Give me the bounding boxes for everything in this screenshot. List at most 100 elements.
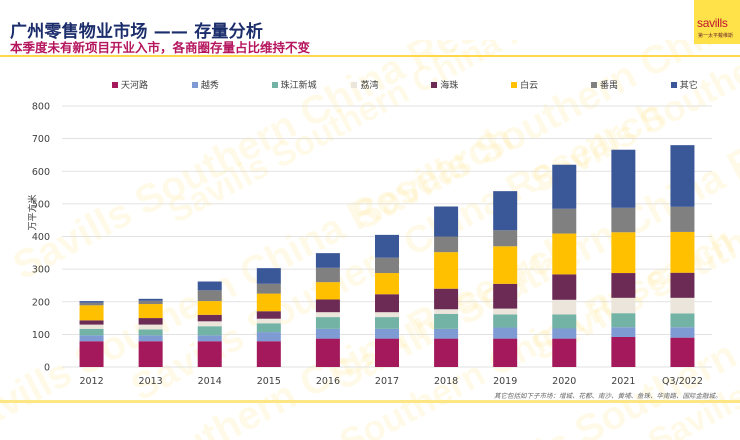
bar-segment [315, 299, 340, 313]
x-tick-label: 2015 [257, 376, 281, 387]
y-tick-label: 400 [32, 232, 50, 243]
x-tick-label: Q3/2022 [662, 376, 703, 387]
bar-segment [493, 230, 518, 247]
x-tick-label: 2012 [79, 376, 103, 387]
bar-segment [670, 337, 695, 367]
footnote: 其它包括如下子市场：增城、花都、南沙、黄埔、鱼珠、华南路、国际金融城。 [494, 392, 722, 400]
bar-segment [552, 274, 577, 300]
bar-segment [79, 301, 104, 303]
bar-segment [375, 328, 399, 339]
legend-swatch [670, 81, 677, 88]
y-tick-label: 0 [44, 363, 50, 374]
legend-label: 荔湾 [360, 81, 379, 91]
bar-segment [197, 321, 222, 327]
y-tick-label: 100 [32, 330, 50, 341]
stacked-bar-chart: 0 100 200 300 400 500 600 700 800 2012 2013 2014 201… [32, 102, 712, 387]
bar-segment [256, 311, 281, 319]
y-tick-label: 300 [32, 265, 50, 276]
bar-segment [375, 257, 399, 274]
bar-segment [315, 282, 340, 300]
bar-segment [138, 329, 163, 336]
bar-segment [552, 314, 577, 329]
y-tick-label: 200 [32, 297, 50, 308]
legend-item: 珠江新城 [271, 78, 317, 91]
bar-segment [315, 253, 340, 268]
bar-segment [256, 323, 281, 333]
bar-segment [552, 338, 577, 367]
bar-segment [611, 327, 636, 337]
bar-segment [552, 164, 577, 209]
legend-swatch [590, 81, 597, 88]
page-title: 广州零售物业市场 —— 存量分析 [10, 22, 264, 42]
legend-item: 番禺 [590, 78, 618, 91]
bar-segment [375, 273, 399, 295]
header-divider [0, 55, 740, 57]
bar-segment [315, 267, 340, 283]
bar-segment [375, 317, 399, 329]
bar-segment [315, 328, 340, 339]
legend-item: 荔湾 [351, 78, 378, 91]
bar-segment [197, 326, 222, 336]
bar-segment [315, 312, 340, 318]
bar-segment [256, 318, 281, 324]
bar-segment [552, 328, 577, 339]
bar-segment [375, 312, 399, 318]
bar-segment [434, 206, 459, 237]
chart-legend: 天河路 越秀 珠江新城 荔湾 海珠 白云 番禺 其它 [112, 78, 732, 92]
x-tick-label: 2018 [434, 376, 458, 387]
legend-label: 珠江新城 [280, 81, 317, 91]
bar-segment [611, 273, 636, 298]
bar-segment [138, 335, 163, 342]
y-tick-label: 800 [32, 102, 50, 113]
bar-segment [493, 246, 518, 284]
bar-segment [670, 231, 695, 273]
legend-label: 其它 [679, 81, 698, 91]
bar-segment [138, 304, 163, 319]
legend-label: 越秀 [200, 81, 219, 91]
x-tick-label: 2017 [375, 376, 399, 387]
bar-segment [611, 297, 636, 314]
bar-segment [552, 208, 577, 234]
bar-segment [315, 338, 340, 367]
footer-divider [0, 400, 740, 403]
savills-logo: savills 第一太平戴维斯 [694, 0, 740, 44]
bar-segment [375, 338, 399, 367]
legend-item: 海珠 [431, 78, 458, 91]
bar-segment [197, 290, 222, 302]
bar-segment [670, 297, 695, 314]
legend-swatch [351, 81, 358, 88]
page-subtitle: 本季度未有新项目开业入市，各商圈存量占比维持不变 [10, 40, 311, 55]
bar-segment [670, 206, 695, 232]
legend-label: 白云 [520, 81, 539, 91]
bar-segment [434, 252, 459, 289]
bar-segment [670, 313, 695, 328]
bar-segment [434, 309, 459, 314]
legend-item: 越秀 [191, 78, 219, 91]
bar-segment [256, 332, 281, 342]
x-tick-label: 2020 [552, 376, 576, 387]
bar-segment [611, 207, 636, 233]
bar-segment [434, 236, 459, 253]
x-tick-label: 2014 [198, 376, 222, 387]
bar-segment [138, 318, 163, 325]
bar-segment [197, 335, 222, 342]
bar-segment [493, 327, 518, 339]
y-tick-label: 700 [32, 134, 50, 145]
bar-segment [256, 268, 281, 284]
bar-segment [79, 324, 104, 329]
logo-brand-cn-text: 第一太平戴维斯 [698, 33, 734, 39]
x-tick-label: 2013 [139, 376, 163, 387]
bar-segment [434, 313, 459, 329]
bar-segment [256, 341, 281, 367]
bar-segment [375, 234, 399, 258]
x-tick-label: 2019 [493, 376, 517, 387]
bar-segment [670, 272, 695, 298]
bar-segment [315, 317, 340, 329]
bar-segment [611, 232, 636, 274]
legend-swatch [511, 81, 518, 88]
bar-segment [79, 302, 104, 306]
bar-segment [434, 288, 459, 310]
bar-segment [611, 336, 636, 367]
bar-segment [138, 324, 163, 330]
bar-segment [138, 298, 163, 301]
